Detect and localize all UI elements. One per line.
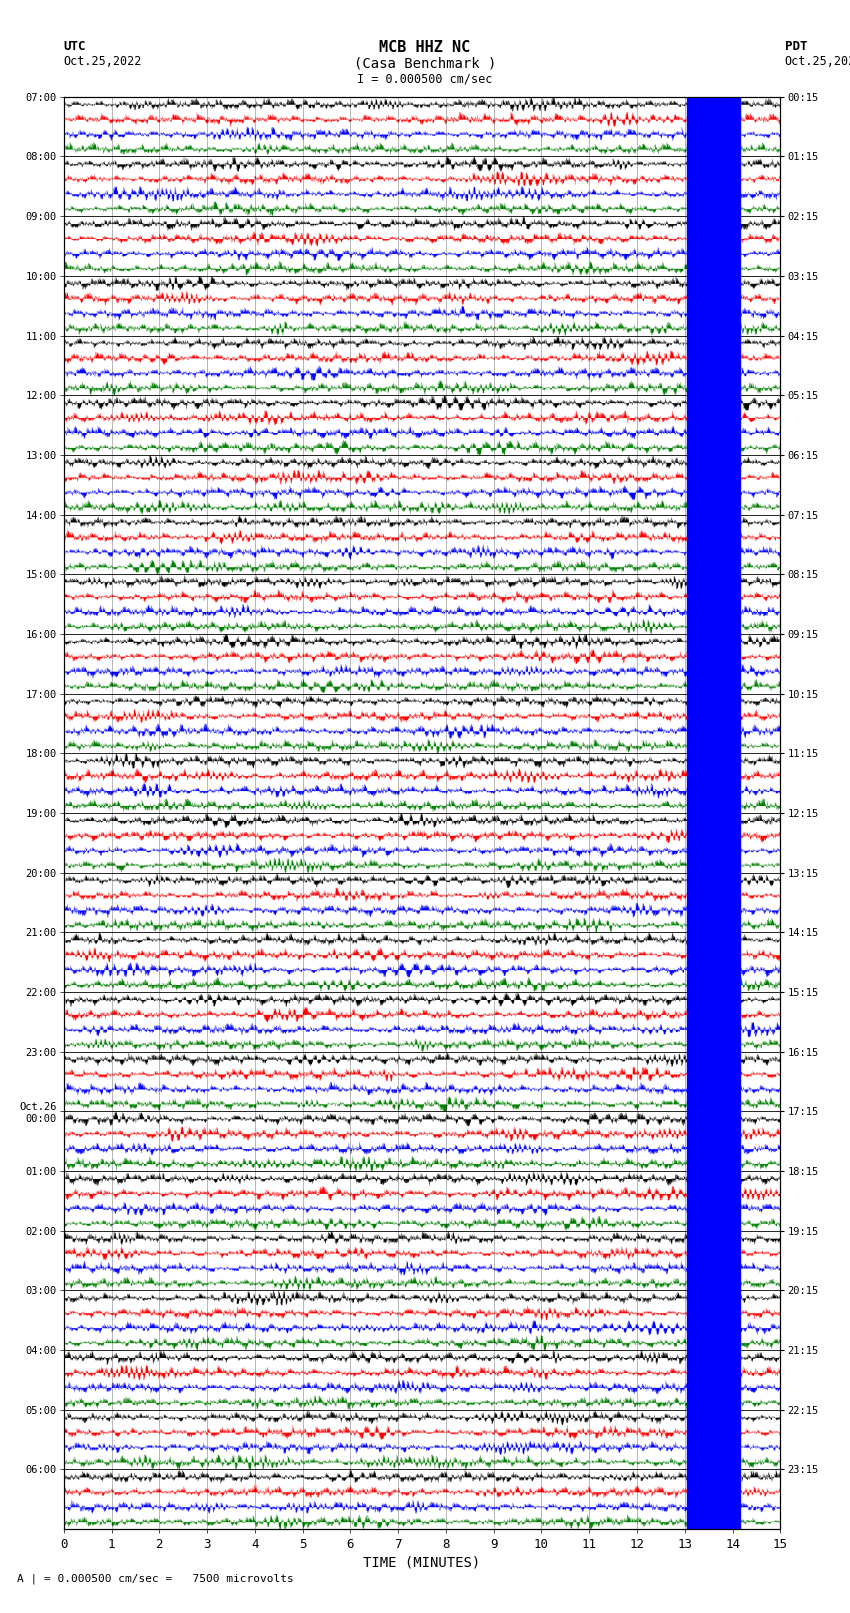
- Text: Oct.25,2022: Oct.25,2022: [785, 55, 850, 68]
- Text: A | = 0.000500 cm/sec =   7500 microvolts: A | = 0.000500 cm/sec = 7500 microvolts: [17, 1573, 294, 1584]
- Text: Oct.25,2022: Oct.25,2022: [64, 55, 142, 68]
- Text: MCB HHZ NC: MCB HHZ NC: [379, 40, 471, 55]
- X-axis label: TIME (MINUTES): TIME (MINUTES): [364, 1555, 480, 1569]
- Text: PDT: PDT: [785, 40, 807, 53]
- Text: (Casa Benchmark ): (Casa Benchmark ): [354, 56, 496, 71]
- Bar: [687, 97, 740, 1529]
- Text: I = 0.000500 cm/sec: I = 0.000500 cm/sec: [357, 73, 493, 85]
- Text: UTC: UTC: [64, 40, 86, 53]
